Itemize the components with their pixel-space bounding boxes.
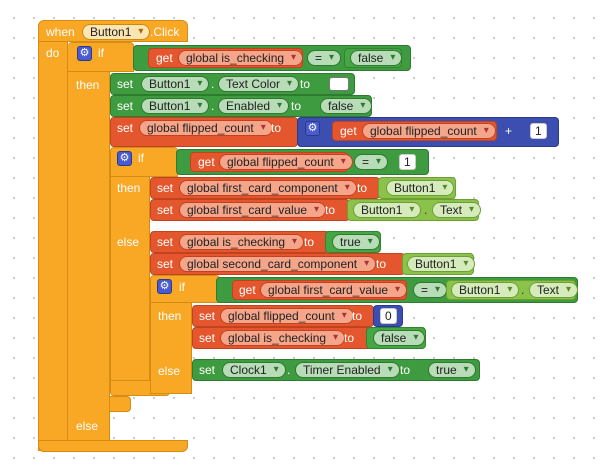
set-label: set: [117, 99, 134, 113]
property-dropdown[interactable]: Text: [432, 202, 482, 218]
number-input[interactable]: 0: [380, 308, 397, 324]
event-footer: [38, 440, 188, 452]
number-input[interactable]: 1: [530, 123, 547, 139]
mutator-gear-icon[interactable]: ⚙: [305, 121, 320, 136]
set-label: set: [199, 331, 216, 345]
to-label: to: [376, 257, 387, 271]
else-label: else: [76, 419, 99, 433]
set-label: set: [117, 77, 134, 91]
dot-label: .: [521, 283, 525, 297]
component-dropdown[interactable]: Button1: [353, 202, 422, 218]
variable-dropdown[interactable]: global flipped_count: [139, 120, 273, 136]
plus-label: +: [505, 124, 513, 138]
to-label: to: [271, 121, 282, 135]
mutator-gear-icon[interactable]: ⚙: [77, 46, 92, 61]
variable-dropdown[interactable]: global is_checking: [220, 330, 346, 346]
get-label: get: [239, 283, 256, 297]
component-dropdown[interactable]: Button1: [451, 282, 520, 298]
when-label: when: [46, 25, 75, 39]
component-dropdown[interactable]: Button1: [386, 180, 455, 196]
number-input[interactable]: 1: [399, 154, 416, 170]
to-label: to: [300, 77, 311, 91]
component-dropdown[interactable]: Button1: [407, 256, 476, 272]
property-dropdown[interactable]: Timer Enabled: [295, 362, 400, 378]
set-label: set: [157, 203, 174, 217]
set-label: set: [117, 121, 134, 135]
mutator-gear-icon[interactable]: ⚙: [157, 279, 172, 294]
event-name-label: .Click: [150, 25, 180, 39]
dot-label: .: [424, 203, 428, 217]
color-swatch-white[interactable]: [329, 77, 349, 91]
to-label: to: [352, 309, 363, 323]
dot-label: .: [287, 363, 291, 377]
dot-label: .: [211, 99, 215, 113]
do-label: do: [46, 46, 60, 60]
if-body-left: [68, 71, 110, 441]
variable-dropdown[interactable]: global flipped_count: [220, 308, 354, 324]
to-label: to: [357, 181, 368, 195]
compare-op-dropdown[interactable]: =: [413, 282, 448, 298]
event-body-left: [38, 41, 68, 451]
event-component-dropdown[interactable]: Button1: [82, 24, 151, 40]
variable-dropdown[interactable]: global is_checking: [179, 234, 305, 250]
component-dropdown[interactable]: Button1: [141, 98, 210, 114]
property-dropdown[interactable]: Text Color: [218, 76, 300, 92]
set-label: set: [199, 363, 216, 377]
then-label: then: [158, 309, 182, 323]
then-label: then: [76, 78, 100, 92]
to-label: to: [325, 203, 336, 217]
false-dropdown[interactable]: false: [320, 98, 373, 114]
innermost-if-body-left: [150, 302, 192, 394]
variable-dropdown[interactable]: global flipped_count: [362, 123, 496, 139]
to-label: to: [291, 99, 302, 113]
if-label: if: [179, 280, 185, 294]
set-label: set: [199, 309, 216, 323]
else-label: else: [158, 364, 181, 378]
true-dropdown[interactable]: true: [428, 362, 476, 378]
component-dropdown[interactable]: Button1: [141, 76, 210, 92]
get-label: get: [156, 51, 173, 65]
variable-dropdown[interactable]: global flipped_count: [219, 154, 353, 170]
false-dropdown[interactable]: false: [350, 50, 403, 66]
get-label: get: [340, 124, 357, 138]
else-label: else: [117, 235, 140, 249]
compare-op-dropdown[interactable]: =: [354, 154, 389, 170]
mutator-gear-icon[interactable]: ⚙: [117, 151, 132, 166]
get-label: get: [198, 155, 215, 169]
set-label: set: [157, 235, 174, 249]
if-label: if: [98, 46, 104, 60]
set-label: set: [157, 257, 174, 271]
then-label: then: [117, 181, 141, 195]
variable-dropdown[interactable]: global first_card_value: [179, 202, 327, 218]
variable-dropdown[interactable]: global is_checking: [178, 50, 304, 66]
true-dropdown[interactable]: true: [332, 234, 380, 250]
variable-dropdown[interactable]: global first_card_value: [260, 282, 408, 298]
to-label: to: [400, 363, 411, 377]
false-dropdown[interactable]: false: [373, 330, 426, 346]
compare-op-dropdown[interactable]: =: [307, 50, 342, 66]
property-dropdown[interactable]: Enabled: [218, 98, 290, 114]
variable-dropdown[interactable]: global second_card_component: [179, 256, 377, 272]
to-label: to: [344, 331, 355, 345]
if-gap-bar: [109, 396, 131, 412]
property-dropdown[interactable]: Text: [529, 282, 579, 298]
to-label: to: [304, 235, 315, 249]
if-label: if: [138, 151, 144, 165]
inner-if-body-left: [110, 176, 150, 391]
set-label: set: [157, 181, 174, 195]
else-notch: [120, 412, 134, 418]
dot-label: .: [211, 77, 215, 91]
variable-dropdown[interactable]: global first_card_component: [179, 180, 357, 196]
component-dropdown[interactable]: Clock1: [222, 362, 286, 378]
